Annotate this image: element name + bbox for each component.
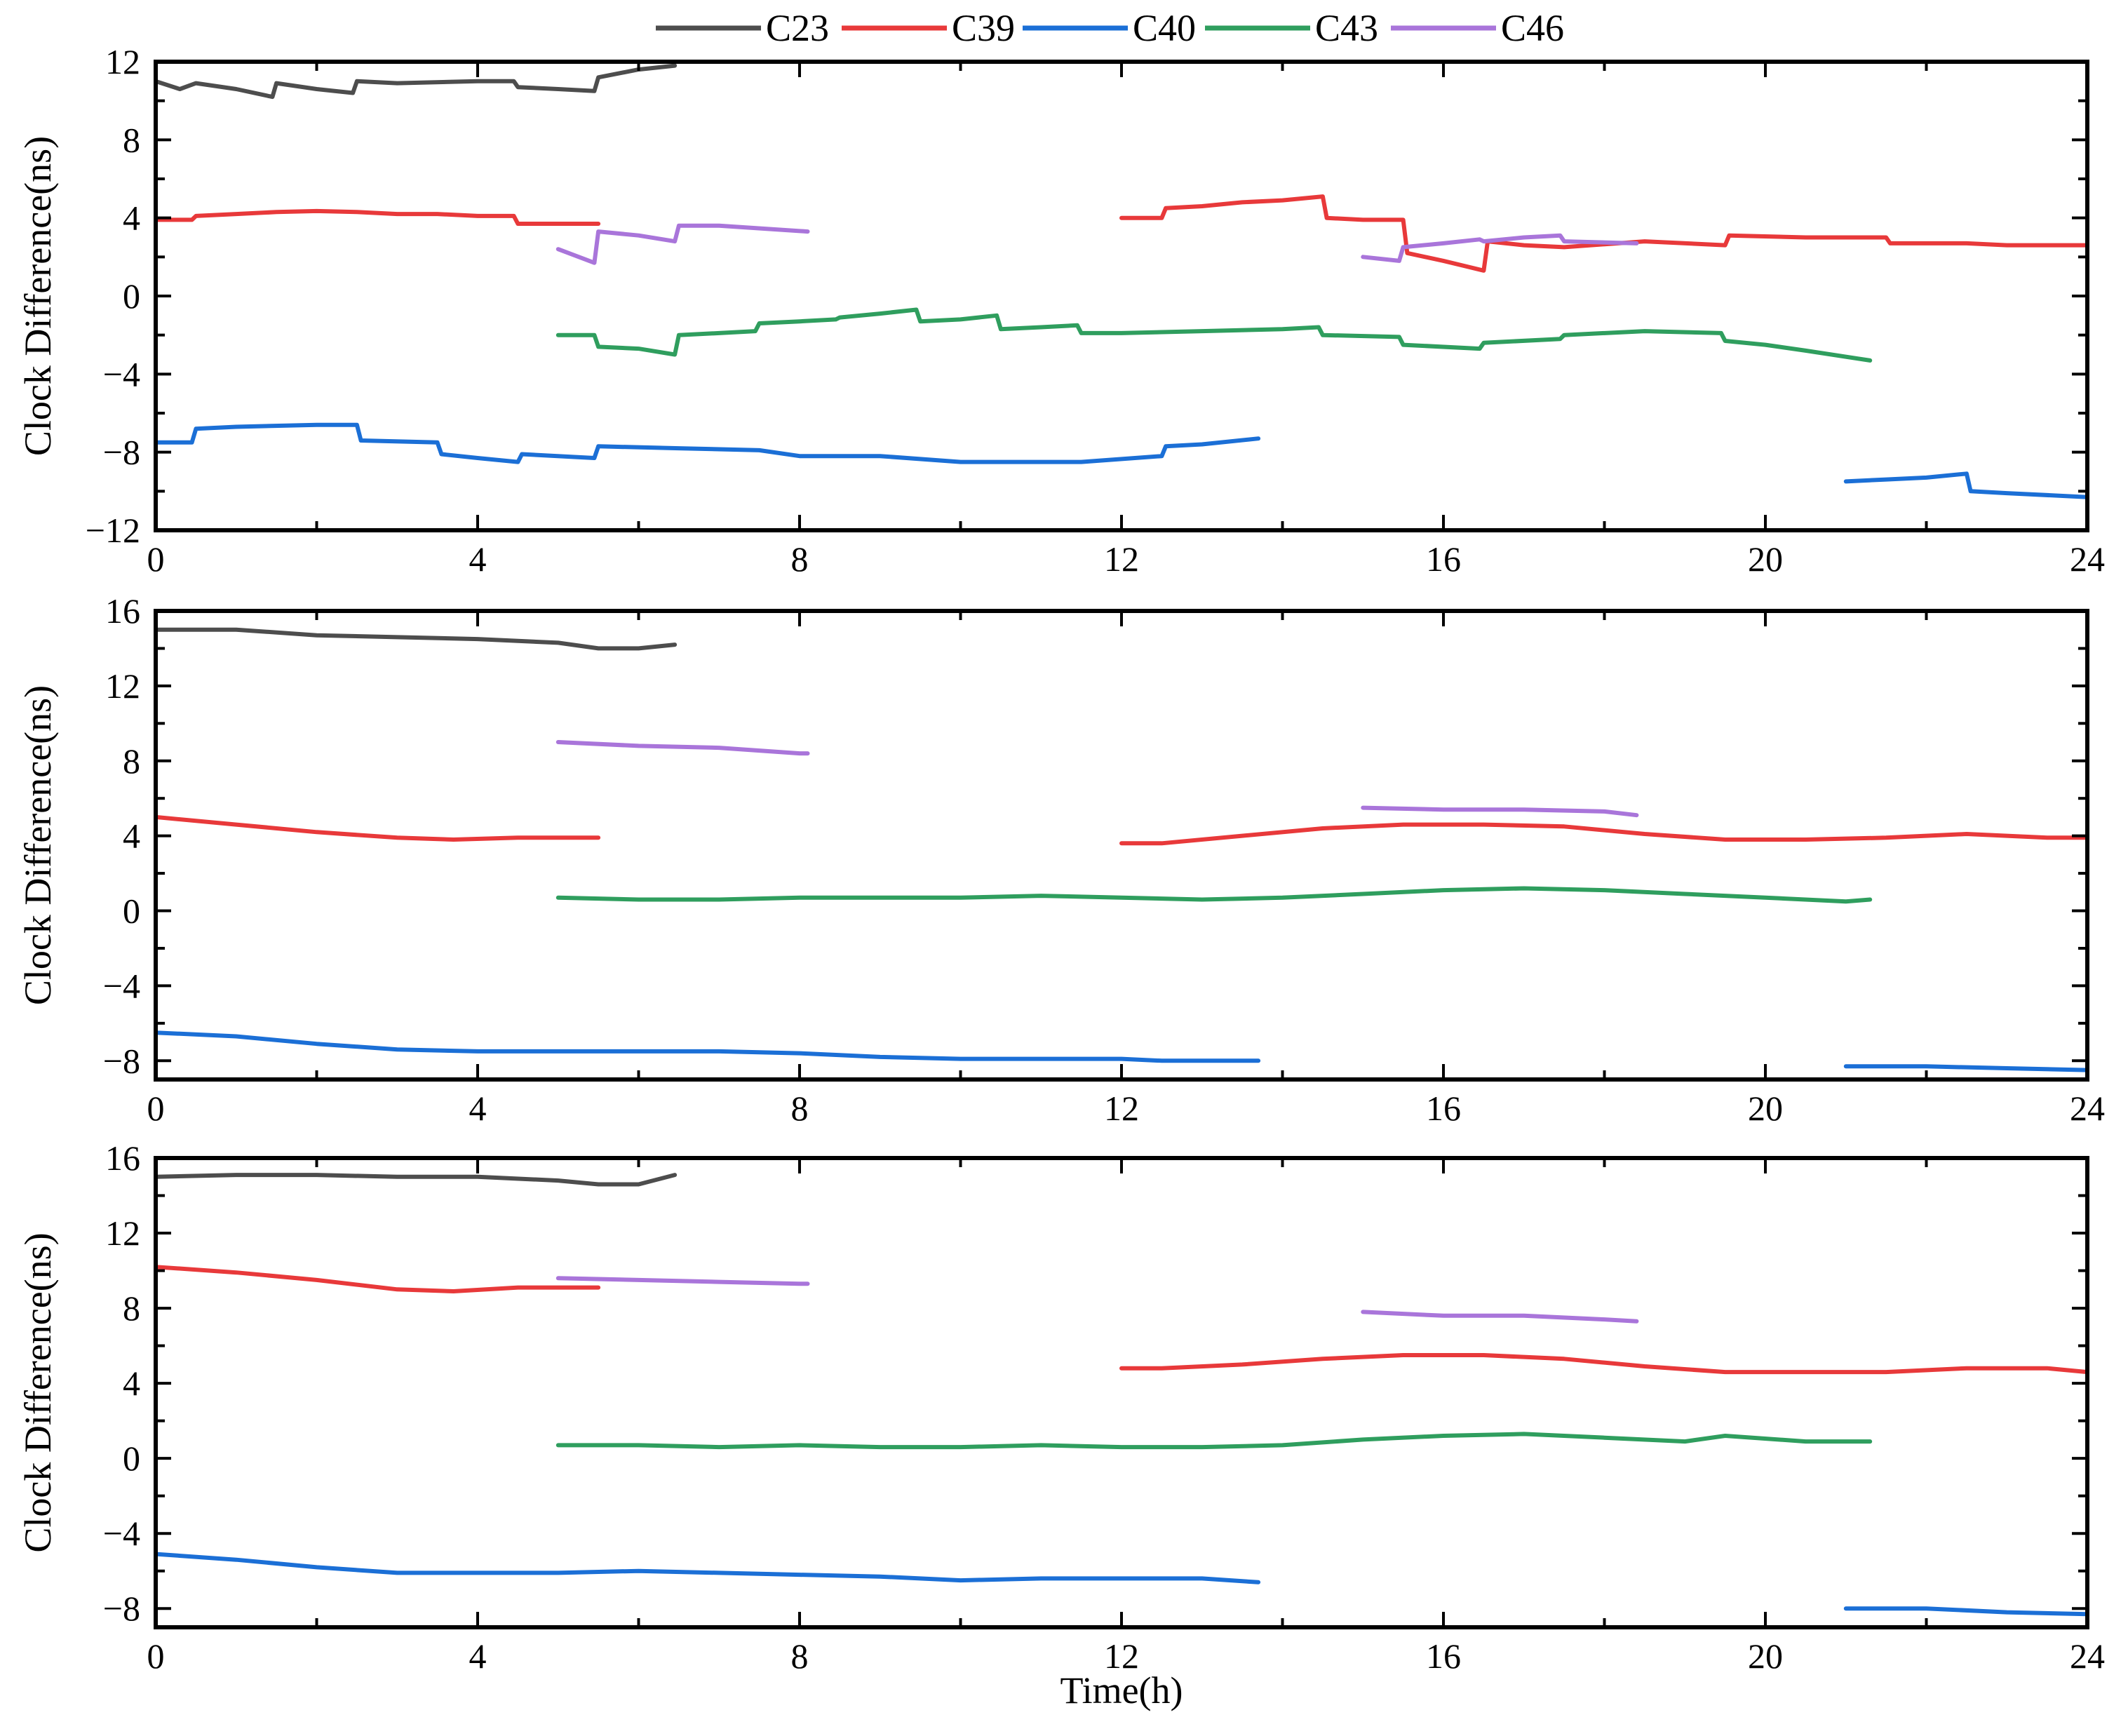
y-tick-label: 12	[105, 42, 140, 81]
legend-label-c39: C39	[952, 7, 1015, 49]
series-line-c46-7	[1361, 1310, 1639, 1324]
y-tick-label: −8	[103, 1041, 140, 1080]
y-tick-label: 16	[105, 1138, 140, 1178]
x-tick-label: 12	[1104, 1089, 1139, 1128]
series-line-c46-6	[555, 740, 810, 756]
x-tick-label: 4	[469, 1089, 487, 1128]
y-axis-title: Clock Difference(ns)	[17, 136, 59, 456]
series-line-c43-5	[555, 1432, 1873, 1450]
series-line-c39-2	[1119, 1353, 2087, 1375]
x-tick-label: 8	[791, 1636, 809, 1676]
series-line-c43-5	[555, 307, 1873, 363]
series-line-c39-1	[156, 814, 601, 842]
series-line-c40-3	[156, 1030, 1261, 1063]
series-line-c39-2	[1119, 194, 2087, 273]
x-tick-label: 0	[147, 539, 165, 579]
series-line-c40-3	[156, 1552, 1261, 1584]
series-line-c23-0	[156, 1173, 678, 1187]
x-tick-label: 24	[2070, 539, 2105, 579]
y-tick-label: 4	[123, 816, 140, 856]
series-line-c23-0	[156, 627, 678, 651]
x-tick-label: 20	[1748, 1636, 1783, 1676]
legend-label-c43: C43	[1315, 7, 1378, 49]
series-line-c43-5	[555, 886, 1873, 904]
x-tick-label: 8	[791, 1089, 809, 1128]
series-group	[156, 627, 2087, 1072]
x-tick-label: 20	[1748, 1089, 1783, 1128]
y-tick-label: 4	[123, 199, 140, 238]
x-tick-label: 12	[1104, 539, 1139, 579]
y-tick-label: 8	[123, 120, 140, 159]
y-tick-label: 4	[123, 1364, 140, 1403]
x-tick-label: 16	[1426, 1636, 1461, 1676]
legend: C23 C39 C40 C43 C46	[656, 7, 1564, 49]
series-group	[156, 63, 2087, 499]
x-tick-label: 4	[469, 539, 487, 579]
y-tick-label: 8	[123, 741, 140, 781]
series-line-c39-1	[156, 1265, 601, 1293]
series-line-c23-0	[156, 63, 678, 100]
y-axis-title: Clock Difference(ns)	[17, 685, 59, 1005]
y-tick-label: 0	[123, 276, 140, 316]
y-tick-label: −4	[103, 354, 140, 393]
plot-frame	[154, 1156, 2089, 1629]
x-tick-label: 8	[791, 539, 809, 579]
x-tick-label: 24	[2070, 1636, 2105, 1676]
panel-bottom: 0 4 8 12 16 20 24 −8 −4 0 4 8 12 16 Clock Difference(n…	[17, 1138, 2105, 1711]
panel-top: 0 4 8 12 16 20 24 −12 −8 −4 0 4 8 12 Clock Difference(…	[17, 42, 2105, 579]
series-group	[156, 1173, 2087, 1617]
series-line-c39-1	[156, 208, 601, 226]
x-tick-label: 0	[147, 1636, 165, 1676]
series-line-c46-7	[1361, 233, 1639, 263]
series-line-c46-6	[555, 223, 810, 265]
x-tick-label: 0	[147, 1089, 165, 1128]
x-tick-label: 16	[1426, 539, 1461, 579]
y-tick-label: 12	[105, 1213, 140, 1253]
x-tick-label: 24	[2070, 1089, 2105, 1128]
series-line-c46-6	[555, 1276, 810, 1286]
y-tick-label: 16	[105, 591, 140, 631]
y-tick-label: 0	[123, 891, 140, 931]
y-tick-label: −12	[86, 511, 140, 550]
y-tick-label: 12	[105, 666, 140, 706]
series-line-c40-4	[1843, 471, 2087, 499]
series-line-c40-4	[1843, 1064, 2087, 1072]
series-line-c40-4	[1843, 1606, 2087, 1617]
x-tick-label: 12	[1104, 1636, 1139, 1676]
y-tick-label: 0	[123, 1439, 140, 1478]
legend-label-c40: C40	[1133, 7, 1196, 49]
y-tick-label: −4	[103, 1514, 140, 1553]
y-axis-title: Clock Difference(ns)	[17, 1232, 59, 1552]
y-tick-label: −4	[103, 966, 140, 1005]
x-tick-label: 16	[1426, 1089, 1461, 1128]
series-line-c40-3	[156, 422, 1261, 464]
y-tick-label: −8	[103, 433, 140, 472]
y-tick-label: −8	[103, 1589, 140, 1628]
y-tick-label: 8	[123, 1288, 140, 1328]
x-tick-label: 4	[469, 1636, 487, 1676]
series-line-c46-7	[1361, 805, 1639, 818]
x-tick-label: 20	[1748, 539, 1783, 579]
x-axis-title: Time(h)	[1060, 1669, 1183, 1711]
legend-label-c23: C23	[766, 7, 829, 49]
legend-label-c46: C46	[1501, 7, 1564, 49]
series-line-c39-2	[1119, 822, 2087, 846]
panel-middle: 0 4 8 12 16 20 24 −8 −4 0 4 8 12 16 Clock Difference(n…	[17, 591, 2105, 1128]
